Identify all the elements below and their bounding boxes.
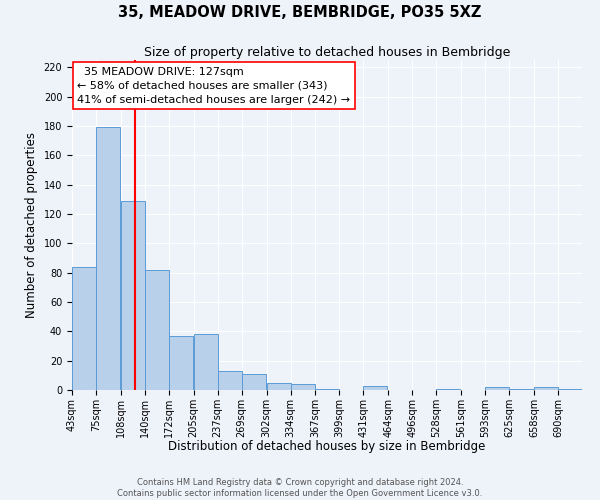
Bar <box>558 388 582 390</box>
Text: Contains HM Land Registry data © Crown copyright and database right 2024.
Contai: Contains HM Land Registry data © Crown c… <box>118 478 482 498</box>
Bar <box>194 334 218 390</box>
Bar <box>96 128 120 390</box>
Bar <box>534 387 558 390</box>
Bar <box>436 388 460 390</box>
Bar <box>169 336 193 390</box>
Bar <box>364 386 388 390</box>
Bar <box>242 374 266 390</box>
Bar <box>218 371 242 390</box>
Bar <box>72 267 96 390</box>
Bar <box>266 382 290 390</box>
Text: 35 MEADOW DRIVE: 127sqm
← 58% of detached houses are smaller (343)
41% of semi-d: 35 MEADOW DRIVE: 127sqm ← 58% of detache… <box>77 66 350 104</box>
Bar <box>145 270 169 390</box>
Title: Size of property relative to detached houses in Bembridge: Size of property relative to detached ho… <box>144 46 510 59</box>
X-axis label: Distribution of detached houses by size in Bembridge: Distribution of detached houses by size … <box>169 440 485 453</box>
Text: 35, MEADOW DRIVE, BEMBRIDGE, PO35 5XZ: 35, MEADOW DRIVE, BEMBRIDGE, PO35 5XZ <box>118 5 482 20</box>
Y-axis label: Number of detached properties: Number of detached properties <box>25 132 38 318</box>
Bar <box>485 387 509 390</box>
Bar <box>121 201 145 390</box>
Bar <box>290 384 314 390</box>
Bar <box>509 388 533 390</box>
Bar <box>316 388 340 390</box>
